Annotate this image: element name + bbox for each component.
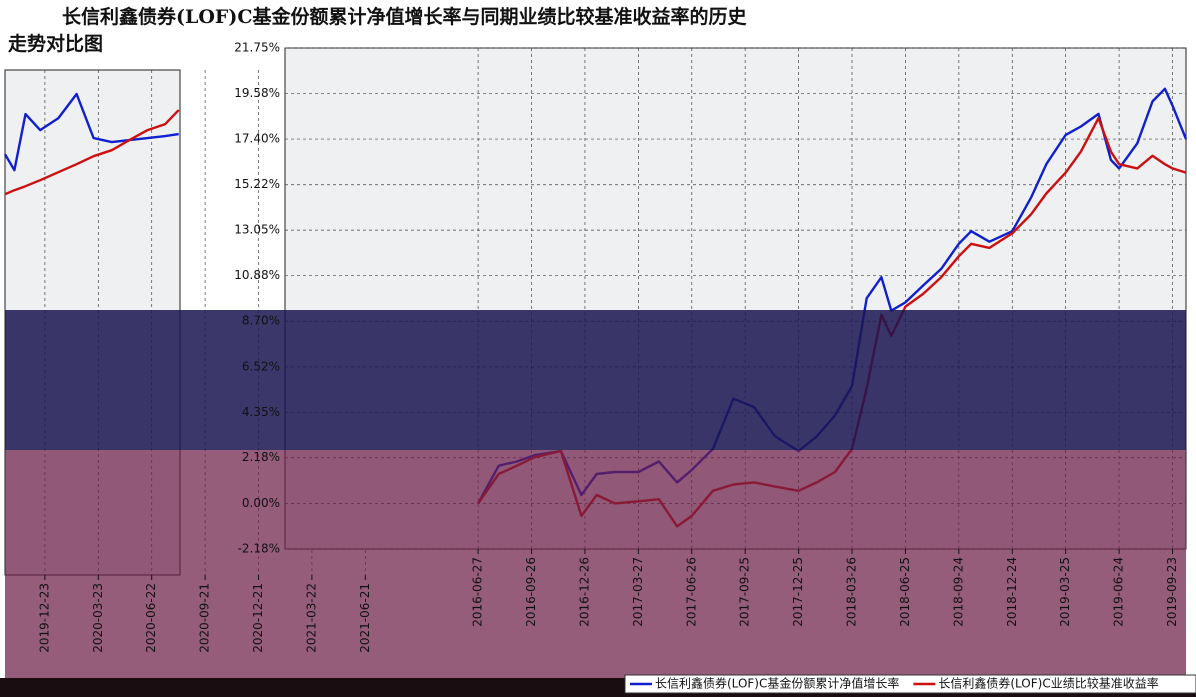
legend-label: 长信利鑫债券(LOF)C基金份额累计净值增长率 — [655, 676, 899, 691]
chart-title: 长信利鑫债券(LOF)C基金份额累计净值增长率与同期业绩比较基准收益率的历史 — [62, 5, 748, 28]
x-tick-label: 2018-06-25 — [898, 557, 912, 627]
x-tick-label: 2018-12-24 — [1005, 557, 1019, 627]
y-tick-label: 10.88% — [234, 268, 280, 282]
y-tick-label: 13.05% — [234, 223, 280, 237]
x-tick-label: 2019-03-25 — [1058, 557, 1072, 627]
x-tick-label: 2021-06-21 — [358, 583, 372, 653]
x-tick-label: 2017-12-25 — [791, 557, 805, 627]
x-tick-label: 2019-06-24 — [1112, 557, 1126, 627]
x-tick-label: 2018-03-26 — [845, 557, 859, 627]
x-tick-label: 2021-03-22 — [304, 583, 318, 653]
page: {"chart_data": [ {"type": "line", "x": [… — [0, 0, 1196, 697]
y-tick-label: 2.18% — [242, 450, 280, 464]
y-tick-label: 8.70% — [242, 314, 280, 328]
x-tick-label: 2020-12-21 — [251, 583, 265, 653]
y-tick-label: 15.22% — [234, 177, 280, 191]
x-tick-label: 2020-06-22 — [144, 583, 158, 653]
x-tick-label: 2017-06-26 — [684, 557, 698, 627]
y-tick-label: 19.58% — [234, 86, 280, 100]
y-tick-label: 21.75% — [234, 41, 280, 55]
x-tick-label: 2020-09-21 — [198, 583, 212, 653]
y-tick-label: 17.40% — [234, 132, 280, 146]
x-tick-label: 2016-06-27 — [471, 557, 485, 627]
x-tick-label: 2019-12-23 — [37, 583, 51, 653]
x-tick-label: 2019-09-23 — [1165, 557, 1179, 627]
x-tick-label: 2017-03-27 — [631, 557, 645, 627]
legend-label: 长信利鑫债券(LOF)C业绩比较基准收益率 — [938, 676, 1158, 691]
y-tick-label: 0.00% — [242, 496, 280, 510]
chart-title: 走势对比图 — [8, 32, 103, 55]
x-tick-label: 2016-12-26 — [577, 557, 591, 627]
y-tick-label: 4.35% — [242, 405, 280, 419]
overlay-band — [5, 310, 1186, 450]
y-tick-label: -2.18% — [238, 542, 280, 556]
chart: 2019-12-23 2020-03-23 2020-06-22 2020-09-21… — [0, 0, 1196, 697]
x-tick-label: 2018-09-24 — [951, 557, 965, 627]
x-tick-label: 2020-03-23 — [91, 583, 105, 653]
y-tick-label: 6.52% — [242, 359, 280, 373]
x-tick-label: 2016-09-26 — [524, 557, 538, 627]
x-tick-label: 2017-09-25 — [738, 557, 752, 627]
